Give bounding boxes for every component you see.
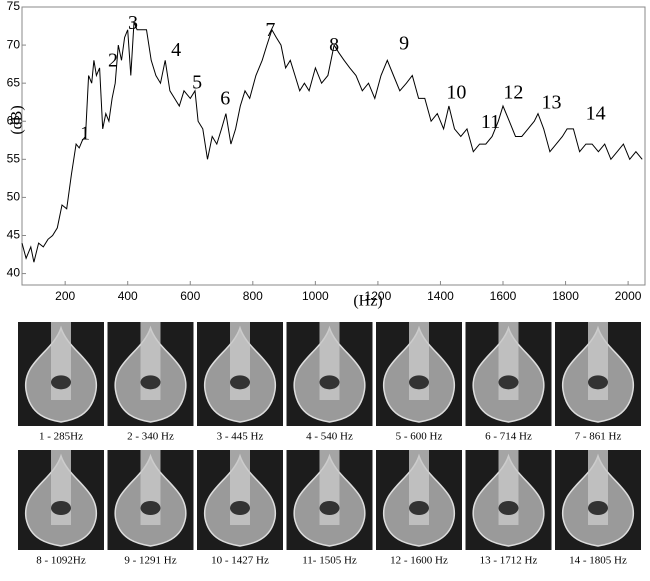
sound-hole xyxy=(409,501,429,515)
peak-label: 4 xyxy=(171,39,181,61)
y-tick-label: 65 xyxy=(7,75,21,89)
sound-hole xyxy=(51,375,71,390)
mode-caption: 10 - 1427 Hz xyxy=(211,555,269,567)
x-tick-label: 1200 xyxy=(365,289,392,303)
peak-label: 11 xyxy=(481,111,500,133)
mode-caption: 9 - 1291 Hz xyxy=(124,555,176,567)
y-tick-label: 45 xyxy=(7,228,21,242)
y-tick-label: 50 xyxy=(7,190,21,204)
plot-frame xyxy=(21,6,646,286)
sound-hole xyxy=(140,501,161,515)
mode-caption: 6 - 714 Hz xyxy=(485,431,532,443)
peak-label: 6 xyxy=(220,88,230,110)
x-tick-label: 200 xyxy=(55,289,75,303)
peak-label: 14 xyxy=(586,103,606,125)
x-tick-label: 1600 xyxy=(490,289,517,303)
sound-hole xyxy=(230,501,250,515)
mode-caption: 3 - 445 Hz xyxy=(217,431,264,443)
x-tick-label: 600 xyxy=(180,289,200,303)
y-tick-label: 75 xyxy=(7,0,21,13)
x-tick-label: 1800 xyxy=(552,289,579,303)
mode-caption: 1 - 285Hz xyxy=(39,431,83,443)
sound-hole xyxy=(319,375,340,390)
sound-hole xyxy=(588,501,608,515)
peak-label: 3 xyxy=(128,12,138,34)
sound-hole xyxy=(230,375,250,390)
y-tick-label: 40 xyxy=(7,266,21,280)
peak-label: 2 xyxy=(108,49,118,71)
x-axis-label: (Hz) xyxy=(353,293,382,310)
x-tick-label: 1000 xyxy=(302,289,329,303)
mode-caption: 14 - 1805 Hz xyxy=(569,555,627,567)
data-line xyxy=(21,22,643,263)
y-tick-label: 70 xyxy=(7,37,21,51)
peak-label: 7 xyxy=(265,19,275,41)
sound-hole xyxy=(319,501,340,515)
sound-hole xyxy=(409,375,429,390)
sound-hole xyxy=(498,375,519,390)
sound-hole xyxy=(498,501,519,515)
mode-caption: 12 - 1600 Hz xyxy=(390,555,448,567)
peak-label: 1 xyxy=(80,123,90,145)
peak-label: 9 xyxy=(399,33,409,55)
x-tick-label: 1400 xyxy=(427,289,454,303)
y-tick-label: 55 xyxy=(7,152,21,166)
x-tick-label: 400 xyxy=(118,289,138,303)
mode-caption: 7 - 861 Hz xyxy=(575,431,622,443)
peak-label: 10 xyxy=(446,81,466,103)
sound-hole xyxy=(140,375,161,390)
y-tick-label: 60 xyxy=(7,113,21,127)
mode-caption: 5 - 600 Hz xyxy=(396,431,443,443)
peak-label: 13 xyxy=(541,91,561,113)
y-axis-label: (dB) xyxy=(9,105,26,134)
sound-hole xyxy=(588,375,608,390)
mode-caption: 4 - 540 Hz xyxy=(306,431,353,443)
mode-caption: 11- 1505 Hz xyxy=(302,555,357,567)
peak-label: 5 xyxy=(192,72,202,94)
sound-hole xyxy=(51,501,71,515)
mode-caption: 8 - 1092Hz xyxy=(36,555,86,567)
peak-label: 12 xyxy=(503,81,523,103)
x-tick-label: 800 xyxy=(243,289,263,303)
peak-label: 8 xyxy=(329,34,339,56)
mode-caption: 13 - 1712 Hz xyxy=(480,555,538,567)
mode-caption: 2 - 340 Hz xyxy=(127,431,174,443)
x-tick-label: 2000 xyxy=(615,289,642,303)
